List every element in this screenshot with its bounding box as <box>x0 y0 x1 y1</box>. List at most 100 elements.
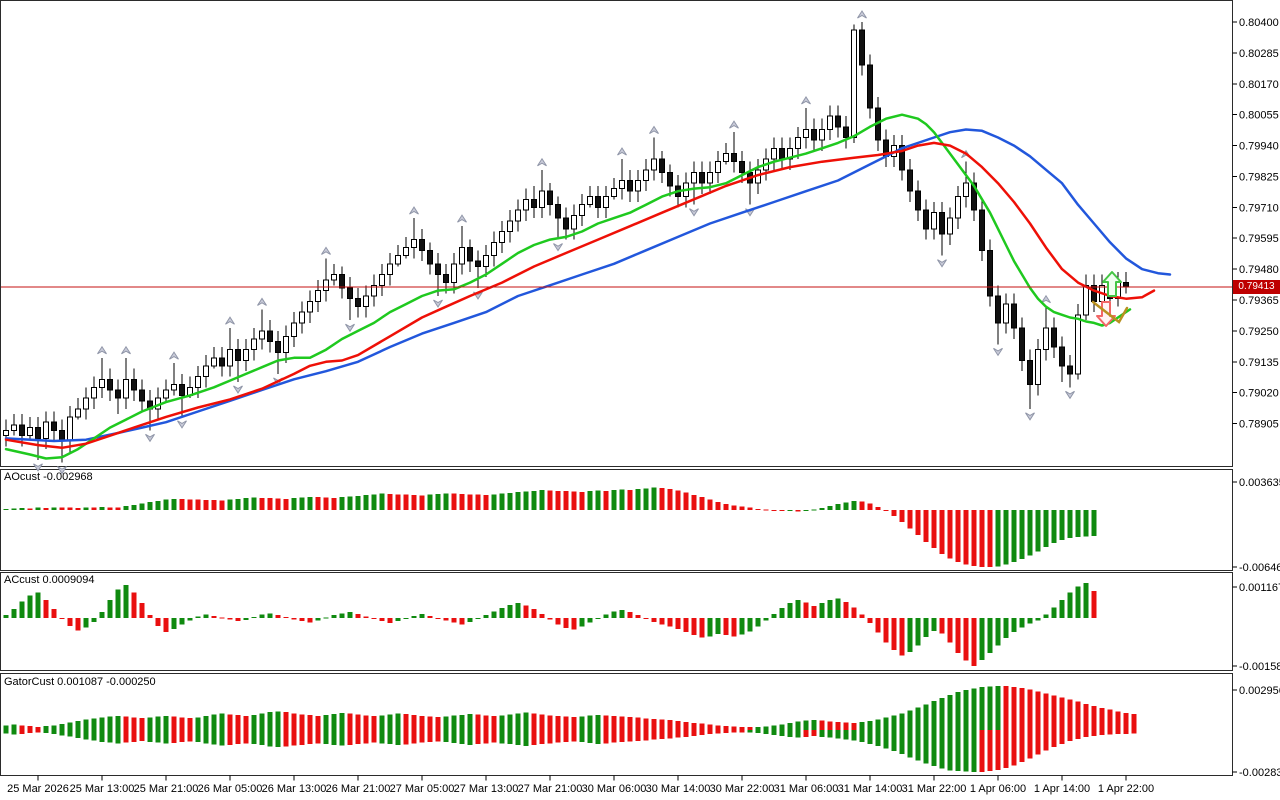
histogram-bar <box>491 611 497 619</box>
histogram-bar <box>923 729 929 764</box>
histogram-bar <box>547 490 553 511</box>
time-label[interactable]: 31 Mar 14:00 <box>838 783 903 795</box>
histogram-bar <box>227 714 233 730</box>
time-label[interactable]: 27 Mar 21:00 <box>518 783 583 795</box>
histogram-bar <box>707 499 713 511</box>
ao-panel[interactable] <box>0 469 1233 571</box>
price-axis: 0.80400 0.80285 0.80170 0.80055 0.79940 0.798… <box>1232 17 1280 779</box>
histogram-bar <box>35 507 41 511</box>
histogram-bar <box>331 713 337 730</box>
time-label[interactable]: 26 Mar 21:00 <box>326 783 391 795</box>
axis-label: 0.79940 <box>1239 141 1279 153</box>
bear-candle <box>355 298 361 308</box>
histogram-bar <box>979 687 985 730</box>
time-label[interactable]: 1 Apr 22:00 <box>1098 783 1154 795</box>
histogram-bar <box>651 718 657 730</box>
histogram-bar <box>411 615 417 619</box>
histogram-bar <box>451 729 457 743</box>
histogram-bar <box>387 714 393 730</box>
histogram-bar <box>131 504 137 511</box>
histogram-bar <box>515 603 521 619</box>
histogram-bar <box>235 498 241 511</box>
histogram-bar <box>555 729 561 743</box>
fractal-down-icon <box>57 466 67 475</box>
time-label[interactable]: 27 Mar 13:00 <box>454 783 519 795</box>
time-label[interactable]: 26 Mar 05:00 <box>198 783 263 795</box>
time-label[interactable]: 25 Mar 2026 <box>7 783 69 795</box>
bear-candle <box>547 190 553 206</box>
time-label[interactable]: 30 Mar 06:00 <box>582 783 647 795</box>
histogram-bar <box>539 714 545 730</box>
histogram-bar <box>219 617 225 619</box>
histogram-bar <box>731 618 737 637</box>
bull-candle <box>715 161 721 173</box>
histogram-bar <box>427 494 433 511</box>
time-label[interactable]: 30 Mar 14:00 <box>646 783 711 795</box>
histogram-bar <box>1003 686 1009 730</box>
histogram-bar <box>923 510 929 542</box>
time-label[interactable]: 25 Mar 13:00 <box>70 783 135 795</box>
histogram-bar <box>515 729 521 746</box>
histogram-bar <box>1019 618 1025 628</box>
time-label[interactable]: 27 Mar 05:00 <box>390 783 455 795</box>
histogram-bar <box>1075 586 1081 619</box>
histogram-bar <box>899 510 905 523</box>
histogram-bar <box>643 488 649 511</box>
main-price-panel[interactable] <box>0 0 1233 467</box>
histogram-bar <box>531 729 537 746</box>
histogram-bar <box>235 618 241 622</box>
bull-candle <box>387 263 393 276</box>
histogram-bar <box>1027 510 1033 556</box>
current-price-tag: 0.79413 <box>1233 280 1280 294</box>
bull-candle <box>171 384 177 391</box>
bear-candle <box>627 179 633 192</box>
histogram-bar <box>883 618 889 643</box>
axis-label: 0.79135 <box>1239 357 1279 369</box>
ac-panel[interactable] <box>0 572 1233 671</box>
histogram-bar <box>275 711 281 730</box>
histogram-bar <box>1091 705 1097 730</box>
gator-panel[interactable] <box>0 673 1233 776</box>
histogram-bar <box>67 507 73 511</box>
fractal-down-icon <box>345 323 355 333</box>
time-label[interactable]: 31 Mar 06:00 <box>774 783 839 795</box>
histogram-bar <box>963 729 969 772</box>
bear-candle <box>419 239 425 251</box>
histogram-bar <box>587 715 593 730</box>
histogram-bar <box>179 618 185 625</box>
axis-label: 0.79710 <box>1239 202 1279 214</box>
bull-candle <box>291 322 297 337</box>
time-label[interactable]: 1 Apr 06:00 <box>970 783 1026 795</box>
histogram-bar <box>171 498 177 511</box>
histogram-bar <box>1011 510 1017 563</box>
histogram-bar <box>59 723 65 730</box>
histogram-bar <box>483 729 489 744</box>
histogram-bar <box>843 729 849 740</box>
histogram-bar <box>131 717 137 730</box>
time-label[interactable]: 25 Mar 21:00 <box>134 783 199 795</box>
histogram-bar <box>931 510 937 549</box>
bull-candle <box>587 196 593 206</box>
histogram-bar <box>283 729 289 747</box>
histogram-bar <box>875 618 881 633</box>
histogram-bar <box>995 618 1001 646</box>
histogram-bar <box>403 618 409 620</box>
histogram-bar <box>99 612 105 619</box>
histogram-bar <box>1059 510 1065 541</box>
histogram-bar <box>371 494 377 511</box>
histogram-bar <box>827 729 833 738</box>
histogram-bar <box>283 712 289 730</box>
time-label[interactable]: 26 Mar 13:00 <box>262 783 327 795</box>
histogram-bar <box>619 716 625 730</box>
histogram-bar <box>243 715 249 730</box>
fractal-up-icon <box>321 246 331 255</box>
histogram-bar <box>603 490 609 511</box>
time-label[interactable]: 30 Mar 22:00 <box>710 783 775 795</box>
histogram-bar <box>1083 582 1089 619</box>
histogram-bar <box>547 729 553 744</box>
bear-candle <box>779 147 785 160</box>
histogram-bar <box>555 490 561 511</box>
time-label[interactable]: 31 Mar 22:00 <box>902 783 967 795</box>
time-label[interactable]: 1 Apr 14:00 <box>1034 783 1090 795</box>
